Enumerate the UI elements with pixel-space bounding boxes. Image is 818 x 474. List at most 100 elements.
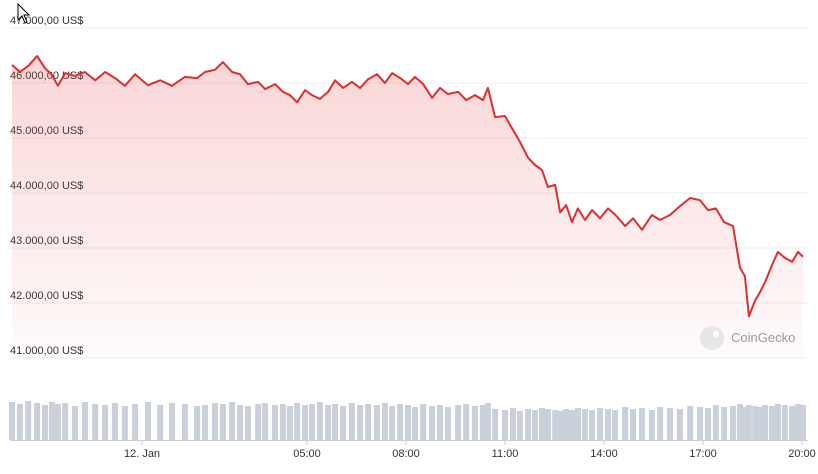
volume-bar bbox=[54, 404, 61, 440]
x-tick-label: 20:00 bbox=[788, 448, 816, 460]
watermark-logo-eye bbox=[713, 331, 719, 337]
volume-bar bbox=[16, 404, 23, 440]
volume-bar bbox=[429, 406, 436, 440]
volume-bar bbox=[157, 405, 164, 440]
volume-bar bbox=[638, 408, 645, 440]
volume-bar bbox=[768, 406, 775, 440]
volume-bar bbox=[255, 404, 262, 440]
volume-bar bbox=[181, 404, 188, 440]
volume-bar bbox=[411, 407, 418, 440]
watermark-logo bbox=[700, 326, 724, 350]
volume-bar bbox=[144, 402, 151, 440]
volume-bar bbox=[202, 405, 209, 440]
volume-bar bbox=[795, 404, 802, 440]
volume-bar bbox=[557, 411, 564, 440]
volume-bar bbox=[332, 404, 339, 440]
volume-bar bbox=[316, 402, 323, 440]
volume-bar bbox=[736, 404, 743, 440]
volume-bar bbox=[479, 405, 486, 440]
volume-bar bbox=[272, 405, 279, 440]
volume-bar bbox=[604, 409, 611, 440]
volume-bar bbox=[574, 408, 581, 440]
volume-bar bbox=[741, 407, 748, 440]
volume-bar bbox=[657, 407, 664, 440]
volume-bar bbox=[308, 404, 315, 440]
volume-bar bbox=[229, 402, 236, 440]
volume-bar bbox=[789, 406, 796, 440]
volume-bar bbox=[381, 403, 388, 440]
volume-bar bbox=[244, 406, 251, 440]
volume-bar bbox=[687, 406, 694, 440]
volume-bar bbox=[81, 402, 88, 440]
volume-bar bbox=[420, 404, 427, 440]
volume-bar bbox=[62, 403, 69, 440]
volume-bar bbox=[219, 404, 226, 440]
volume-bar bbox=[389, 406, 396, 440]
x-tick-label: 14:00 bbox=[590, 448, 618, 460]
volume-bar bbox=[611, 410, 618, 440]
volume-bar bbox=[532, 410, 539, 440]
volume-bar bbox=[348, 403, 355, 440]
volume-bar bbox=[589, 410, 596, 440]
volume-bar bbox=[302, 405, 309, 440]
x-tick-label: 12. Jan bbox=[124, 448, 160, 460]
volume-bar bbox=[712, 405, 719, 440]
volume-bar bbox=[704, 408, 711, 440]
x-tick-label: 05:00 bbox=[293, 448, 321, 460]
volume-bar bbox=[762, 405, 769, 440]
y-tick-label: 47.000,00 US$ bbox=[10, 15, 83, 27]
volume-bar bbox=[262, 403, 269, 440]
volume-bar bbox=[800, 405, 806, 440]
x-tick-label: 17:00 bbox=[689, 448, 717, 460]
volume-bar bbox=[730, 406, 737, 440]
volume-bar bbox=[102, 405, 109, 440]
volume-bar bbox=[286, 406, 293, 440]
x-tick-label: 11:00 bbox=[492, 448, 519, 460]
volume-bar bbox=[279, 404, 286, 440]
volume-bar bbox=[294, 403, 301, 440]
volume-bar bbox=[169, 403, 176, 440]
volume-bar bbox=[463, 404, 470, 440]
volume-bar bbox=[721, 407, 728, 440]
volume-bar bbox=[538, 408, 545, 440]
volume-bar bbox=[581, 409, 588, 440]
volume-bar bbox=[622, 407, 629, 440]
volume-bar bbox=[444, 407, 451, 440]
volume-bar bbox=[774, 404, 781, 440]
volume-bar bbox=[41, 405, 48, 440]
volume-bar bbox=[648, 410, 655, 440]
volume-bar bbox=[752, 406, 759, 440]
volume-bar bbox=[697, 407, 704, 440]
volume-bar bbox=[194, 406, 201, 440]
volume-bar bbox=[552, 410, 559, 440]
volume-bar bbox=[630, 409, 637, 440]
volume-bar bbox=[373, 405, 380, 440]
volume-bar bbox=[757, 407, 764, 440]
area-fill bbox=[12, 56, 803, 358]
volume-bar bbox=[509, 408, 516, 440]
volume-bar bbox=[92, 404, 99, 440]
volume-bar bbox=[111, 403, 118, 440]
volume-bar bbox=[492, 409, 499, 440]
volume-bar bbox=[211, 403, 218, 440]
x-tick-label: 08:00 bbox=[392, 448, 420, 460]
volume-bar bbox=[667, 408, 674, 440]
price-line bbox=[11, 55, 804, 318]
volume-bar bbox=[72, 406, 79, 440]
volume-bar bbox=[516, 411, 523, 440]
cursor bbox=[17, 2, 31, 24]
volume-bar bbox=[404, 405, 411, 440]
volume-bar bbox=[25, 401, 32, 440]
watermark-text: CoinGecko bbox=[731, 330, 795, 345]
volume-bar bbox=[597, 408, 604, 440]
volume-bar bbox=[676, 409, 683, 440]
volume-bar bbox=[544, 409, 551, 440]
volume-bar bbox=[437, 405, 444, 440]
volume-bar bbox=[132, 404, 139, 440]
volume-bar bbox=[357, 405, 364, 440]
watermark: CoinGecko bbox=[700, 326, 795, 350]
volume-bar bbox=[237, 405, 244, 440]
volume-bar bbox=[484, 403, 491, 440]
